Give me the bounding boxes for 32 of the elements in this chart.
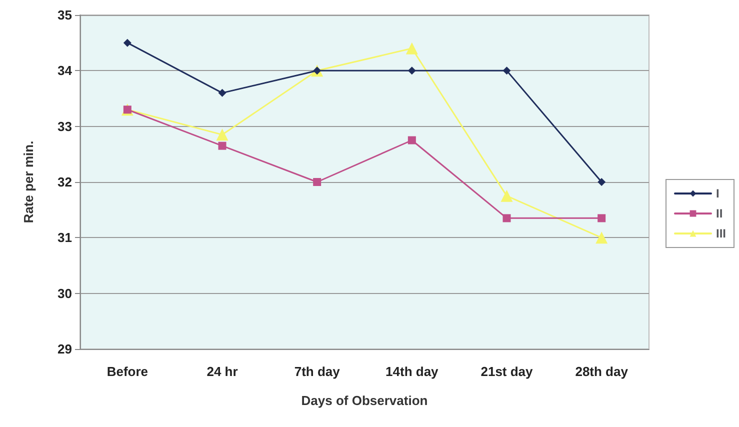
y-tick-label: 31 [58,230,72,246]
point [598,178,606,186]
point [598,214,606,222]
point [406,42,418,54]
y-tick-label: 32 [58,174,72,190]
y-tick-label: 29 [58,342,72,356]
x-tick-label: 21st day [480,364,534,379]
y-tick-label: 33 [58,118,72,134]
y-tick-label: 30 [58,286,72,301]
x-tick-label: 24 hr [206,364,238,379]
point [218,88,226,97]
point [123,38,132,47]
point [408,136,416,144]
x-tick-label: 28th day [575,364,629,379]
point [313,178,322,186]
point [408,66,416,75]
legend-label: III [716,226,726,240]
y-tick-label: 34 [58,63,73,78]
x-tick-label: 7th day [294,364,341,379]
point [502,66,511,75]
x-axis-title: Days of Observation [301,393,428,408]
x-tick-label: 14th day [386,364,440,379]
point [596,232,608,244]
y-axis-title: Rate per min. [21,140,36,224]
point [502,214,511,222]
point [216,128,228,141]
y-tick-label: 35 [58,8,72,22]
x-tick-label: Before [106,364,148,379]
legend-label: II [716,206,723,220]
legend-label: I [716,186,720,200]
point [500,190,513,202]
point [218,142,226,150]
